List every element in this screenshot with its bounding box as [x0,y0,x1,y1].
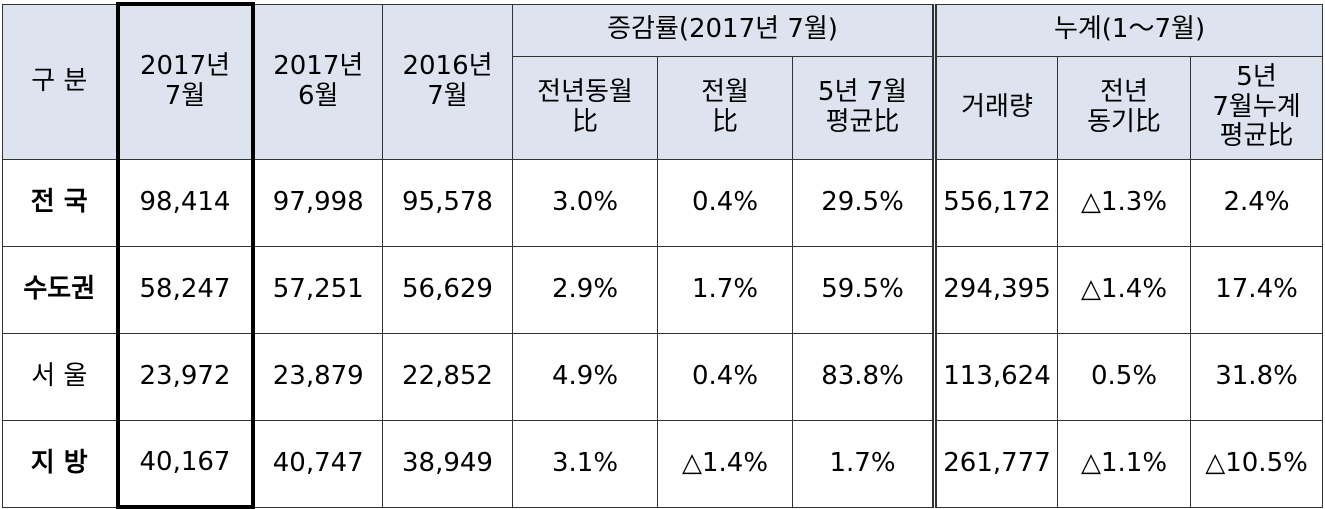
row-label: 수도권 [2,245,118,334]
row-label: 지 방 [2,419,118,508]
cell: 31.8% [1190,332,1324,421]
cell: 22,852 [382,332,513,421]
cell: 0.4% [657,332,793,421]
cell: 1.7% [791,419,938,508]
header-cell: 2017년 6월 [252,3,383,160]
cell: 59.5% [791,245,938,334]
cell: 40,167 [115,419,255,509]
cell: 556,172 [934,158,1059,247]
cell: 56,629 [382,245,513,334]
cell: 57,251 [252,245,383,334]
header-cell: 전년동월 比 [512,55,658,160]
cell: 58,247 [115,245,255,334]
cell: △1.1% [1057,419,1192,508]
table-row: 수도권 58,247 57,251 56,629 2.9% 1.7% 59.5% 294,39… [2,245,1324,334]
header-cell: 구 분 [2,3,118,160]
cell: 98,414 [115,158,255,247]
header-cell: 전년 동기比 [1057,55,1192,160]
header-cell: 2016년 7월 [382,3,513,160]
cell: △1.3% [1057,158,1192,247]
group-header: 증감률(2017년 7월) [511,3,938,57]
table-row: 전 국 98,414 97,998 95,578 3.0% 0.4% 29.5% 556,17… [2,158,1324,247]
header-cell: 거래량 [934,55,1059,160]
cell: 97,998 [252,158,383,247]
cell: 23,972 [115,332,255,421]
cell: 17.4% [1190,245,1324,334]
cell: 40,747 [252,419,383,508]
group-header: 누계(1～7월) [934,3,1324,57]
cell: △10.5% [1190,419,1324,508]
header-cell: 전월 比 [657,55,793,160]
cell: 2.4% [1190,158,1324,247]
cell: 0.5% [1057,332,1192,421]
cell: 83.8% [791,332,938,421]
cell: 4.9% [512,332,658,421]
table-row: 서 울 23,972 23,879 22,852 4.9% 0.4% 83.8% 113,62… [2,332,1324,421]
cell: 3.0% [512,158,658,247]
table-body: 전 국 98,414 97,998 95,578 3.0% 0.4% 29.5% 556,17… [2,158,1324,509]
cell: 2.9% [512,245,658,334]
row-label: 전 국 [2,158,118,247]
cell: 23,879 [252,332,383,421]
cell: 38,949 [382,419,513,508]
header-cell: 5년 7월 평균比 [791,55,938,160]
cell: △1.4% [657,419,793,508]
cell: 95,578 [382,158,513,247]
cell: 0.4% [657,158,793,247]
header-cell: 2017년 7월 [115,2,255,160]
cell: 261,777 [934,419,1059,508]
cell: 3.1% [512,419,658,508]
cell: △1.4% [1057,245,1192,334]
header-cell: 5년 7월누계 평균比 [1190,55,1324,160]
cell: 29.5% [791,158,938,247]
cell: 294,395 [934,245,1059,334]
row-label: 서 울 [2,332,118,421]
table-row: 지 방 40,167 40,747 38,949 3.1% △1.4% 1.7% 261,77… [2,419,1324,509]
cell: 113,624 [934,332,1059,421]
cell: 1.7% [657,245,793,334]
